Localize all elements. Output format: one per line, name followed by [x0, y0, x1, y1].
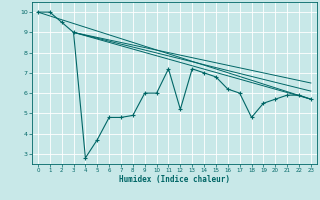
X-axis label: Humidex (Indice chaleur): Humidex (Indice chaleur): [119, 175, 230, 184]
